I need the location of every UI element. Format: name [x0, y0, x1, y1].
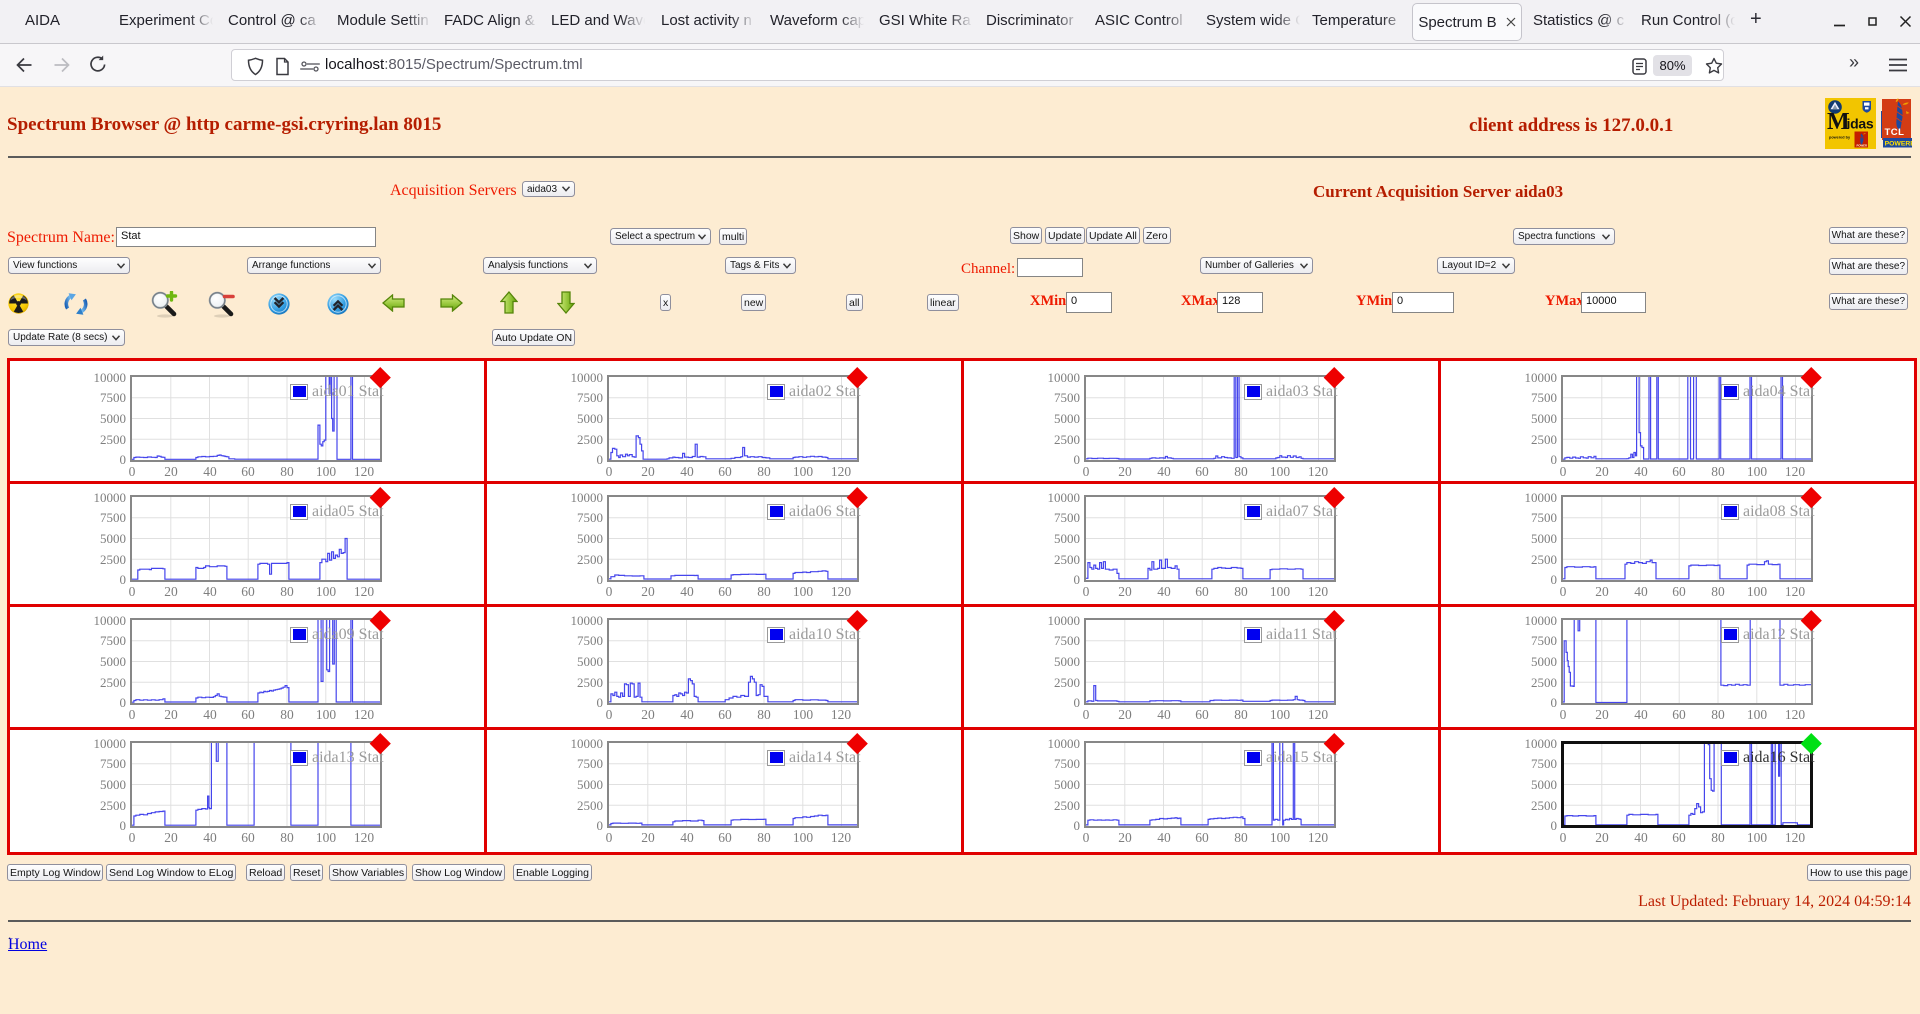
svg-text:M: M [1827, 109, 1850, 135]
svg-text:idas: idas [1847, 116, 1874, 132]
svg-text:TCL: TCL [1885, 127, 1905, 138]
svg-text:POWERED: POWERED [1885, 141, 1912, 148]
svg-text:POWER: POWER [1857, 144, 1868, 148]
svg-text:powered by: powered by [1829, 136, 1851, 140]
